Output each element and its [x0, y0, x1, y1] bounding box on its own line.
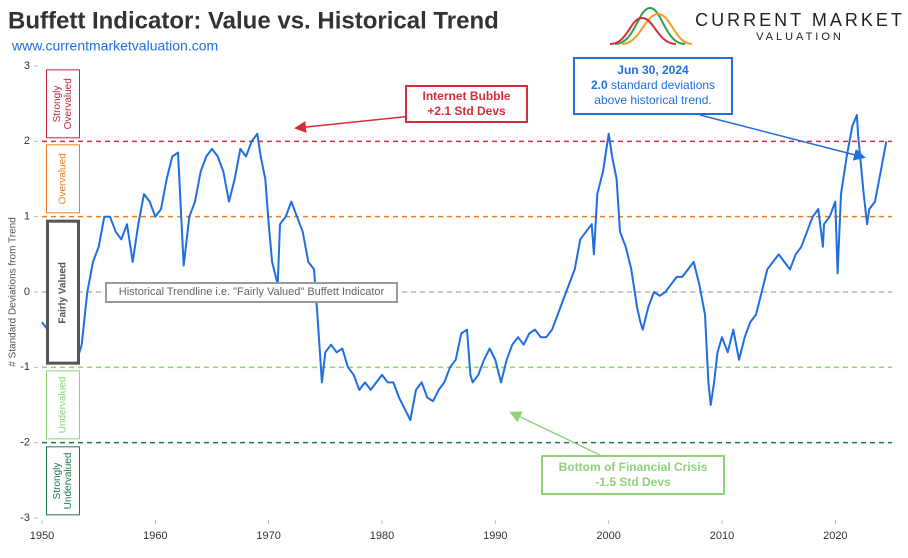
- data-line: [41, 114, 888, 422]
- x-tick-label: 1980: [370, 530, 394, 542]
- x-tick-label: 2020: [823, 530, 847, 542]
- y-tick-label: 1: [24, 211, 30, 223]
- zone-label: Strongly Undervalued: [46, 445, 80, 515]
- y-axis-label: # Standard Deviations from Trend: [8, 217, 19, 367]
- latest-note: Jun 30, 2024 2.0 standard deviations abo…: [573, 57, 733, 115]
- zone-label: Strongly Overvalued: [46, 69, 80, 139]
- crisis-note: Bottom of Financial Crisis -1.5 Std Devs: [541, 455, 725, 495]
- note-line: Internet Bubble: [422, 89, 511, 103]
- zone-label: Fairly Valued: [46, 219, 80, 365]
- arrow: [509, 411, 601, 456]
- x-tick-label: 1970: [256, 530, 280, 542]
- brand-logo: [609, 6, 693, 45]
- note-line: Bottom of Financial Crisis: [558, 460, 708, 474]
- x-tick-label: 1950: [30, 530, 54, 542]
- y-tick-label: -1: [20, 361, 30, 373]
- bubble-note: Internet Bubble +2.1 Std Devs: [405, 85, 528, 123]
- y-tick-label: -3: [20, 512, 30, 524]
- note-line: +2.1 Std Devs: [427, 104, 506, 118]
- note-line: -1.5 Std Devs: [595, 475, 671, 489]
- note-text: standard deviations: [610, 78, 716, 92]
- x-tick-label: 2000: [596, 530, 620, 542]
- chart-subtitle: www.currentmarketvaluation.com: [11, 38, 218, 54]
- chart-title: Buffett Indicator: Value vs. Historical …: [8, 7, 499, 34]
- note-line: Jun 30, 2024: [617, 63, 689, 77]
- y-tick-label: 2: [24, 135, 30, 147]
- brand-name: CURRENT MARKET: [695, 10, 905, 30]
- note-line: above historical trend.: [594, 93, 712, 107]
- x-tick-label: 2010: [710, 530, 734, 542]
- zone-label: Overvalued: [46, 144, 80, 214]
- arrow: [699, 114, 866, 161]
- trendline-note: Historical Trendline i.e. "Fairly Valued…: [105, 282, 398, 303]
- zone-label: Undervalued: [46, 370, 80, 440]
- y-tick-label: 3: [24, 60, 30, 72]
- x-tick-label: 1990: [483, 530, 507, 542]
- brand-subname: VALUATION: [756, 31, 844, 43]
- y-tick-label: -2: [20, 437, 30, 449]
- note-line: 2.0 standard deviations: [575, 78, 731, 93]
- x-tick-label: 1960: [143, 530, 167, 542]
- note-value: 2.0: [590, 78, 608, 92]
- y-tick-label: 0: [24, 286, 30, 298]
